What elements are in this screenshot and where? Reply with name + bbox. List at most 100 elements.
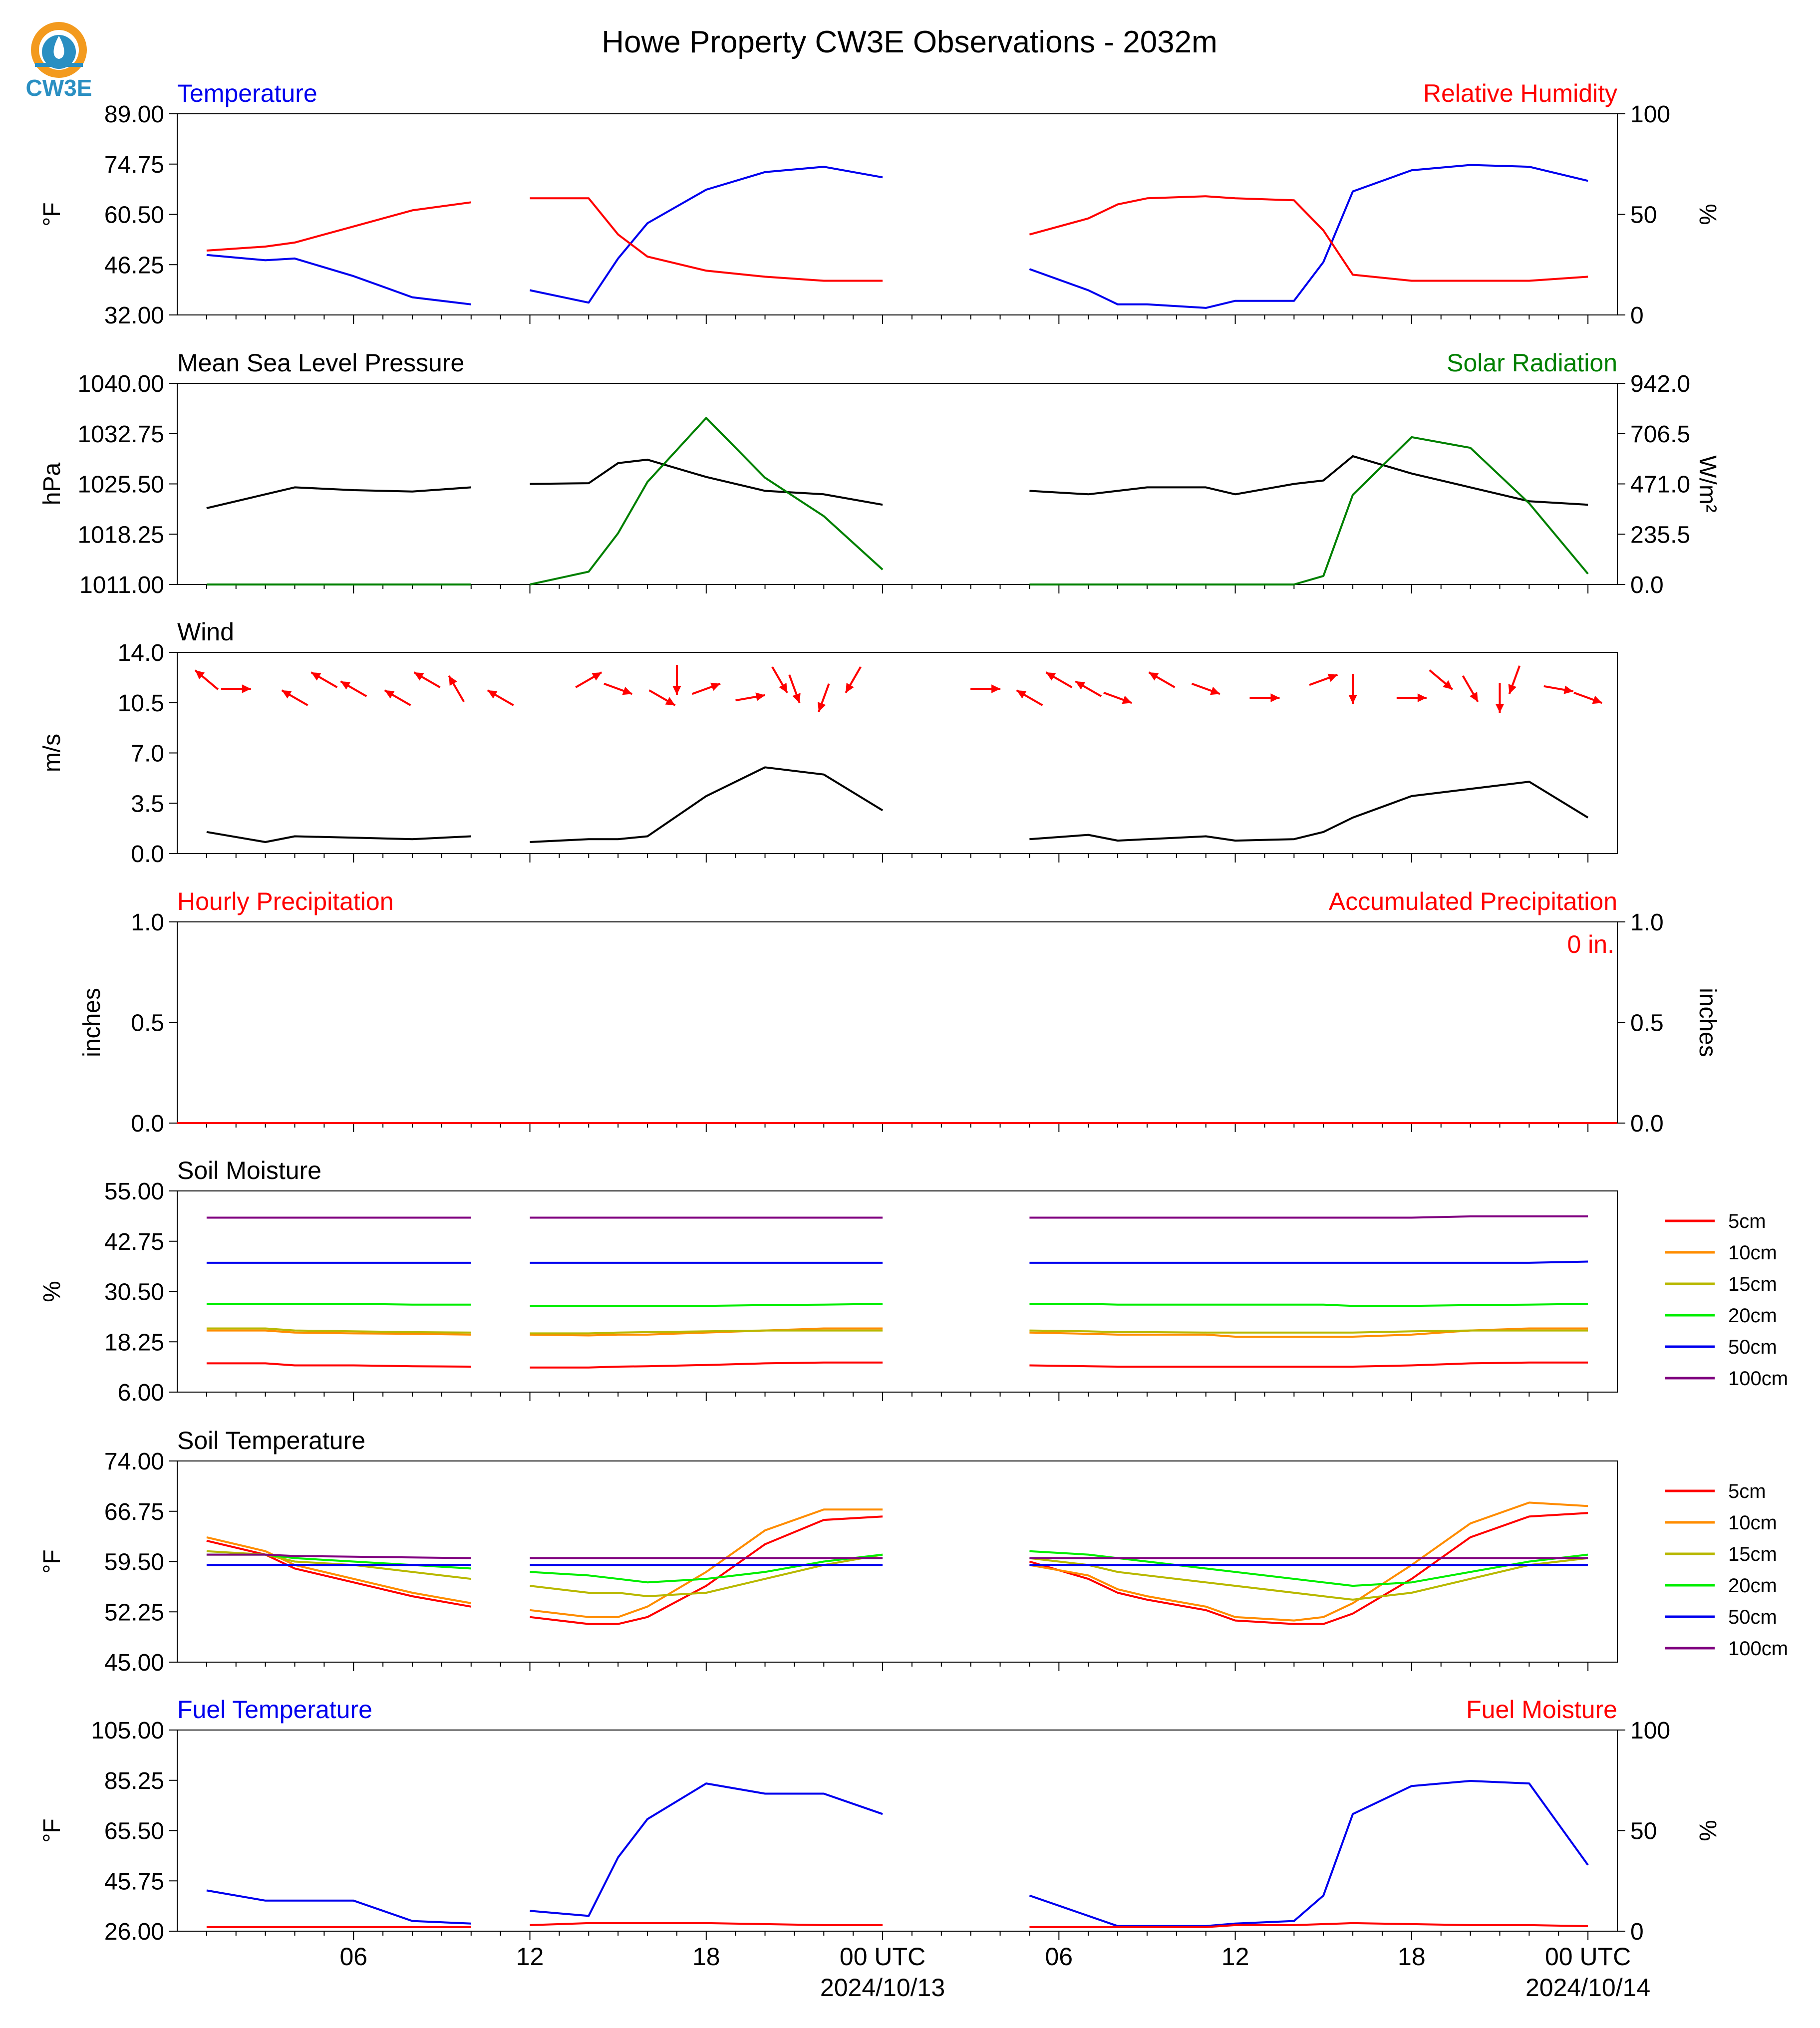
y-tick-label-right: 0.0 [1630,572,1664,598]
panel-fuel: Fuel Temperature Fuel Moisture 105.00 85.25… [39,1696,1721,1945]
y-tick-label-left: 45.75 [104,1868,164,1895]
series-line-20cm [206,1303,1588,1307]
wind-arrow [604,682,633,695]
y-tick-label-left: 1040.00 [77,371,164,397]
wind-arrow-head [282,690,292,699]
wind-arrow [1462,675,1479,702]
series-line-temperature [206,164,1588,309]
wind-arrow-head [487,690,498,699]
y-axis-label-left: % [39,1281,65,1302]
wind-arrow [1191,682,1220,695]
y-tick-label-left: 1025.50 [77,472,164,498]
x-tick-label: 06 [339,1943,367,1971]
panel-pressure_solar: Mean Sea Level Pressure Solar Radiation 10… [39,349,1721,598]
y-tick-label-left: 26.00 [104,1919,164,1945]
y-tick-label-left: 42.75 [104,1229,164,1255]
series-line-relative-humidity [206,195,1588,282]
wind-arrow-head [1508,684,1517,694]
wind-arrow-head [779,683,787,693]
y-axis-label-right: W/m² [1694,455,1721,513]
wind-arrow [788,674,801,703]
wind-arrow [1075,680,1102,697]
figure-title: Howe Property CW3E Observations - 2032m [602,25,1217,59]
series-line-100cm [206,1553,1588,1559]
wind-arrow-head [340,681,351,690]
legend-label: 100cm [1728,1368,1788,1390]
y-axis-label-right: inches [1694,988,1721,1057]
series-line-100cm [206,1215,1588,1219]
wind-arrow [1045,671,1073,688]
series-line-10cm [206,1501,1588,1622]
legend-label: 15cm [1728,1543,1777,1565]
wind-arrow [1309,673,1338,686]
wind-arrow-head [1122,695,1132,704]
wind-arrow-head [414,672,424,681]
wind-arrow [1573,691,1602,704]
y-tick-label-right: 235.5 [1630,522,1690,548]
series-line-wind-speed [206,766,1589,843]
y-tick-label-right: 1.0 [1630,909,1664,936]
wind-arrow-head [1592,695,1602,704]
wind-arrow-head [195,670,205,679]
x-tick-label: 06 [1045,1943,1073,1971]
wind-arrow [1543,685,1574,694]
wind-arrow-head [311,672,321,681]
y-tick-label-left: 52.25 [104,1599,164,1626]
legend-label: 50cm [1728,1336,1777,1358]
wind-arrow-head [1149,672,1159,681]
legend-label: 50cm [1728,1606,1777,1628]
x-date-label: 2024/10/14 [1525,1974,1650,2002]
y-tick-label-left: 1032.75 [77,421,164,448]
series-line-15cm [206,1327,1588,1335]
wind-arrow [735,692,766,702]
y-tick-label-left: 30.50 [104,1279,164,1306]
panel-title-right: Relative Humidity [1423,79,1617,107]
panel-soil_temp: Soil Temperature 74.00 66.75 59.50 52.25 45.0… [39,1427,1788,1676]
legend-label: 15cm [1728,1273,1777,1295]
panel-title-right: Accumulated Precipitation [1329,887,1617,915]
wind-arrow [672,665,681,695]
series-line-50cm [206,1260,1588,1264]
wind-arrow-head [792,693,801,703]
y-tick-label-right: 942.0 [1630,371,1690,397]
wind-arrow [1495,683,1505,713]
x-tick-label: 12 [1221,1943,1249,1971]
y-tick-label-left: 60.50 [104,202,164,229]
wind-arrow [221,684,251,693]
panel-title-right: Fuel Moisture [1466,1696,1617,1724]
wind-arrow [1103,691,1132,704]
y-tick-label-right: 471.0 [1630,472,1690,498]
y-axis-label-right: % [1694,204,1721,225]
y-tick-label-left: 46.25 [104,252,164,279]
logo-text: CW3E [26,75,92,101]
panels: Temperature Relative Humidity 89.00 74.75 60… [39,79,1788,2002]
y-tick-label-left: 1018.25 [77,522,164,548]
wind-arrow [1508,665,1521,694]
wind-arrow [413,671,441,688]
wind-arrow [1429,669,1454,690]
wind-arrow-head [1046,672,1056,681]
panel-title-left: Hourly Precipitation [177,887,394,915]
panel-title-left: Temperature [177,79,317,107]
wind-arrow [487,689,514,706]
y-tick-label-left: 74.00 [104,1449,164,1475]
y-tick-label-left: 6.00 [118,1380,164,1406]
y-tick-label-left: 0.0 [131,1111,164,1137]
x-tick-label: 18 [692,1943,720,1971]
y-tick-label-left: 18.25 [104,1329,164,1356]
x-tick-label: 12 [516,1943,544,1971]
wind-arrow-head [1210,686,1220,695]
wind-arrow-head [665,697,675,705]
y-tick-label-right: 0 [1630,302,1644,329]
legend-label: 10cm [1728,1242,1777,1264]
y-tick-label-left: 55.00 [104,1178,164,1205]
y-tick-label-right: 100 [1630,101,1670,128]
wind-arrow [1348,674,1357,704]
x-date-label: 2024/10/13 [820,1974,945,2002]
y-axis-label-left: hPa [39,462,65,505]
accumulated-precip-annotation: 0 in. [1567,930,1614,958]
y-tick-label-left: 59.50 [104,1549,164,1576]
y-tick-label-left: 32.00 [104,302,164,329]
y-tick-label-left: 66.75 [104,1499,164,1525]
